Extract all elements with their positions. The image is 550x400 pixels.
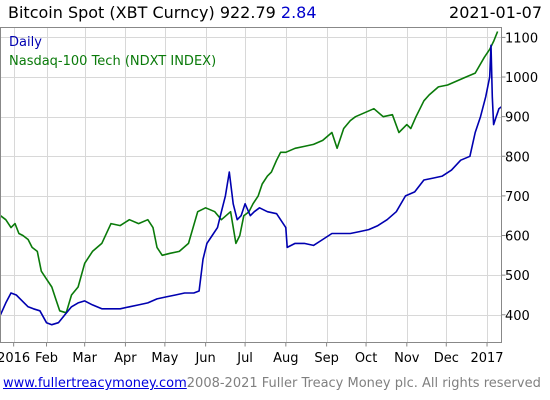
x-tick-label: Dec	[434, 351, 459, 366]
chart-title: Bitcoin Spot (XBT Curncy) 922.79 2.84	[8, 3, 317, 22]
y-tick-label: 1000	[505, 71, 538, 86]
x-tick-label: Sep	[314, 351, 339, 366]
y-tick-label: 400	[505, 309, 530, 324]
x-axis: 2016 Feb Mar Apr May Jun Jul Aug Sep Oct Nov Dec 201…	[0, 342, 504, 366]
y-axis: 400 500 600 700 800 900 1000 1100	[501, 31, 538, 324]
legend-entry: Daily	[9, 35, 42, 50]
x-tick-label: Oct	[355, 351, 377, 366]
chart-date: 2021-01-07	[449, 3, 542, 22]
legend: Daily Nasdaq-100 Tech (NDXT INDEX)	[9, 35, 216, 69]
bitcoin-series-line	[0, 44, 502, 326]
y-tick-label: 900	[505, 111, 530, 126]
grid-lines	[0, 27, 502, 343]
instrument-name: Bitcoin Spot (XBT Curncy)	[8, 3, 215, 22]
legend-entry: Nasdaq-100 Tech (NDXT INDEX)	[9, 54, 216, 69]
series-lines	[0, 31, 502, 326]
y-tick-label: 800	[505, 150, 530, 165]
x-tick-label: Jun	[194, 351, 215, 366]
y-tick-label: 1100	[505, 31, 538, 46]
x-tick-label: 2016	[0, 351, 30, 366]
x-tick-label: Nov	[394, 351, 420, 366]
last-price: 922.79	[219, 3, 276, 22]
price-chart: 400 500 600 700 800 900 1000 1100 2016 Feb Mar Apr…	[0, 27, 538, 366]
x-tick-label: May	[151, 351, 178, 366]
x-tick-label: Mar	[72, 351, 97, 366]
footer: www.fullertreacymoney.com2008-2021 Fulle…	[3, 376, 541, 391]
plot-frame	[0, 27, 502, 343]
y-tick-label: 500	[505, 269, 530, 284]
x-tick-label: Feb	[35, 351, 58, 366]
x-tick-label: Jul	[236, 351, 253, 366]
nasdaq-series-line	[0, 31, 499, 314]
website-link[interactable]: www.fullertreacymoney.com	[3, 376, 187, 391]
y-tick-label: 600	[505, 230, 530, 245]
price-change: 2.84	[280, 3, 317, 22]
x-tick-label: Aug	[273, 351, 298, 366]
x-tick-label: 2017	[470, 351, 503, 366]
x-tick-label: Apr	[114, 351, 137, 366]
copyright-text: 2008-2021 Fuller Treacy Money plc. All r…	[186, 376, 541, 391]
y-tick-label: 700	[505, 190, 530, 205]
